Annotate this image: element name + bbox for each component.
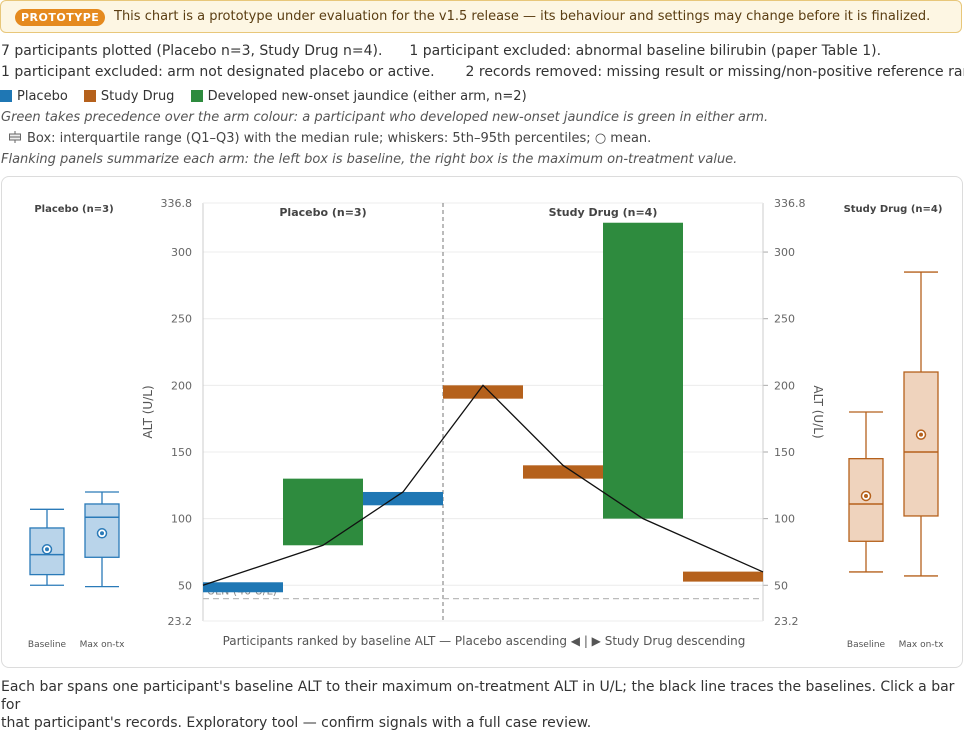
iqr-box <box>903 371 939 517</box>
records-removed-text: 2 records removed: missing result or mis… <box>465 64 964 80</box>
legend-item-study-drug: Study Drug <box>83 89 175 104</box>
legend-label-jaundice: Developed new-onset jaundice (either arm… <box>207 89 527 104</box>
legend-swatch-jaundice <box>190 90 203 102</box>
mean-marker-dot <box>45 547 49 552</box>
y-tick-label-left: 100 <box>171 513 192 526</box>
flank-box-label: Max on-tx <box>899 640 944 650</box>
footer-caption: Each bar spans one participant's baselin… <box>1 678 961 732</box>
flanking-note: Flanking panels summarize each arm: the … <box>1 152 738 167</box>
group-title-1: Study Drug (n=4) <box>549 206 658 219</box>
legend-item-jaundice: Developed new-onset jaundice (either arm… <box>190 89 527 104</box>
x-axis-title: Participants ranked by baseline ALT — Pl… <box>223 634 746 648</box>
prototype-banner: PROTOTYPE This chart is a prototype unde… <box>0 0 962 33</box>
arm-exclusion-text: 1 participant excluded: arm not designat… <box>1 64 435 80</box>
y-min-label-right: 23.2 <box>774 615 799 628</box>
participant-bar[interactable] <box>603 222 683 519</box>
summary-line-2: 1 participant excluded: arm not designat… <box>1 64 964 80</box>
footer-line-2: that participant's records. Exploratory … <box>1 715 592 731</box>
precedence-note: Green takes precedence over the arm colo… <box>1 110 769 125</box>
mean-marker-dot <box>864 493 868 498</box>
y-axis-title-right: ALT (U/L) <box>811 385 825 438</box>
summary-line-1: 7 participants plotted (Placebo n=3, Stu… <box>1 43 881 59</box>
mean-marker-dot <box>100 531 104 536</box>
chart-panel: 50 50 100 100 150 150 200 200 250 250 300 300 336.8 2… <box>1 176 963 668</box>
y-tick-label-left: 300 <box>171 246 192 259</box>
participant-bar[interactable] <box>203 582 283 593</box>
y-axis-title-left: ALT (U/L) <box>141 385 155 438</box>
box-plot-icon <box>9 131 21 143</box>
y-tick-label-right: 150 <box>774 446 795 459</box>
y-tick-label-right: 100 <box>774 513 795 526</box>
participant-bar[interactable] <box>443 385 523 399</box>
y-max-label-left: 336.8 <box>161 197 193 210</box>
legend-label-placebo: Placebo <box>17 89 68 104</box>
box-note-text: Box: interquartile range (Q1–Q3) with th… <box>27 131 652 146</box>
y-min-label-left: 23.2 <box>168 615 193 628</box>
footer-line-1: Each bar spans one participant's baselin… <box>1 679 955 713</box>
legend-label-study-drug: Study Drug <box>100 89 175 104</box>
group-title-0: Placebo (n=3) <box>279 206 366 219</box>
bilirubin-exclusion-text: 1 participant excluded: abnormal baselin… <box>409 43 882 59</box>
y-tick-label-right: 300 <box>774 246 795 259</box>
legend-item-placebo: Placebo <box>0 89 68 104</box>
flank-title: Placebo (n=3) <box>34 204 113 215</box>
flank-box-label: Baseline <box>28 640 67 650</box>
legend-swatch-study-drug <box>83 90 96 102</box>
participant-bar[interactable] <box>363 491 443 506</box>
flank-title: Study Drug (n=4) <box>844 204 943 215</box>
y-max-label-right: 336.8 <box>774 197 806 210</box>
y-tick-label-left: 50 <box>178 579 192 592</box>
participant-bar[interactable] <box>523 465 603 479</box>
box-note: Box: interquartile range (Q1–Q3) with th… <box>8 131 651 146</box>
y-tick-label-left: 200 <box>171 379 192 392</box>
flank-box-label: Max on-tx <box>80 640 125 650</box>
y-tick-label-left: 250 <box>171 313 192 326</box>
participant-bar[interactable] <box>283 478 363 546</box>
legend: Placebo Study Drug Developed new-onset j… <box>0 89 539 104</box>
y-tick-label-right: 250 <box>774 313 795 326</box>
y-tick-label-right: 50 <box>774 579 788 592</box>
mean-marker-dot <box>919 432 923 437</box>
legend-swatch-placebo <box>0 90 12 102</box>
alt-chart: 50 50 100 100 150 150 200 200 250 250 300 300 336.8 2… <box>28 197 944 650</box>
y-tick-label-left: 150 <box>171 446 192 459</box>
plotted-count-text: 7 participants plotted (Placebo n=3, Stu… <box>1 43 383 59</box>
flank-box-label: Baseline <box>847 640 886 650</box>
prototype-banner-text: This chart is a prototype under evaluati… <box>114 9 931 24</box>
prototype-badge: PROTOTYPE <box>15 9 106 26</box>
y-tick-label-right: 200 <box>774 379 795 392</box>
participant-bar[interactable] <box>683 571 763 582</box>
baseline-trace-line <box>202 384 764 586</box>
